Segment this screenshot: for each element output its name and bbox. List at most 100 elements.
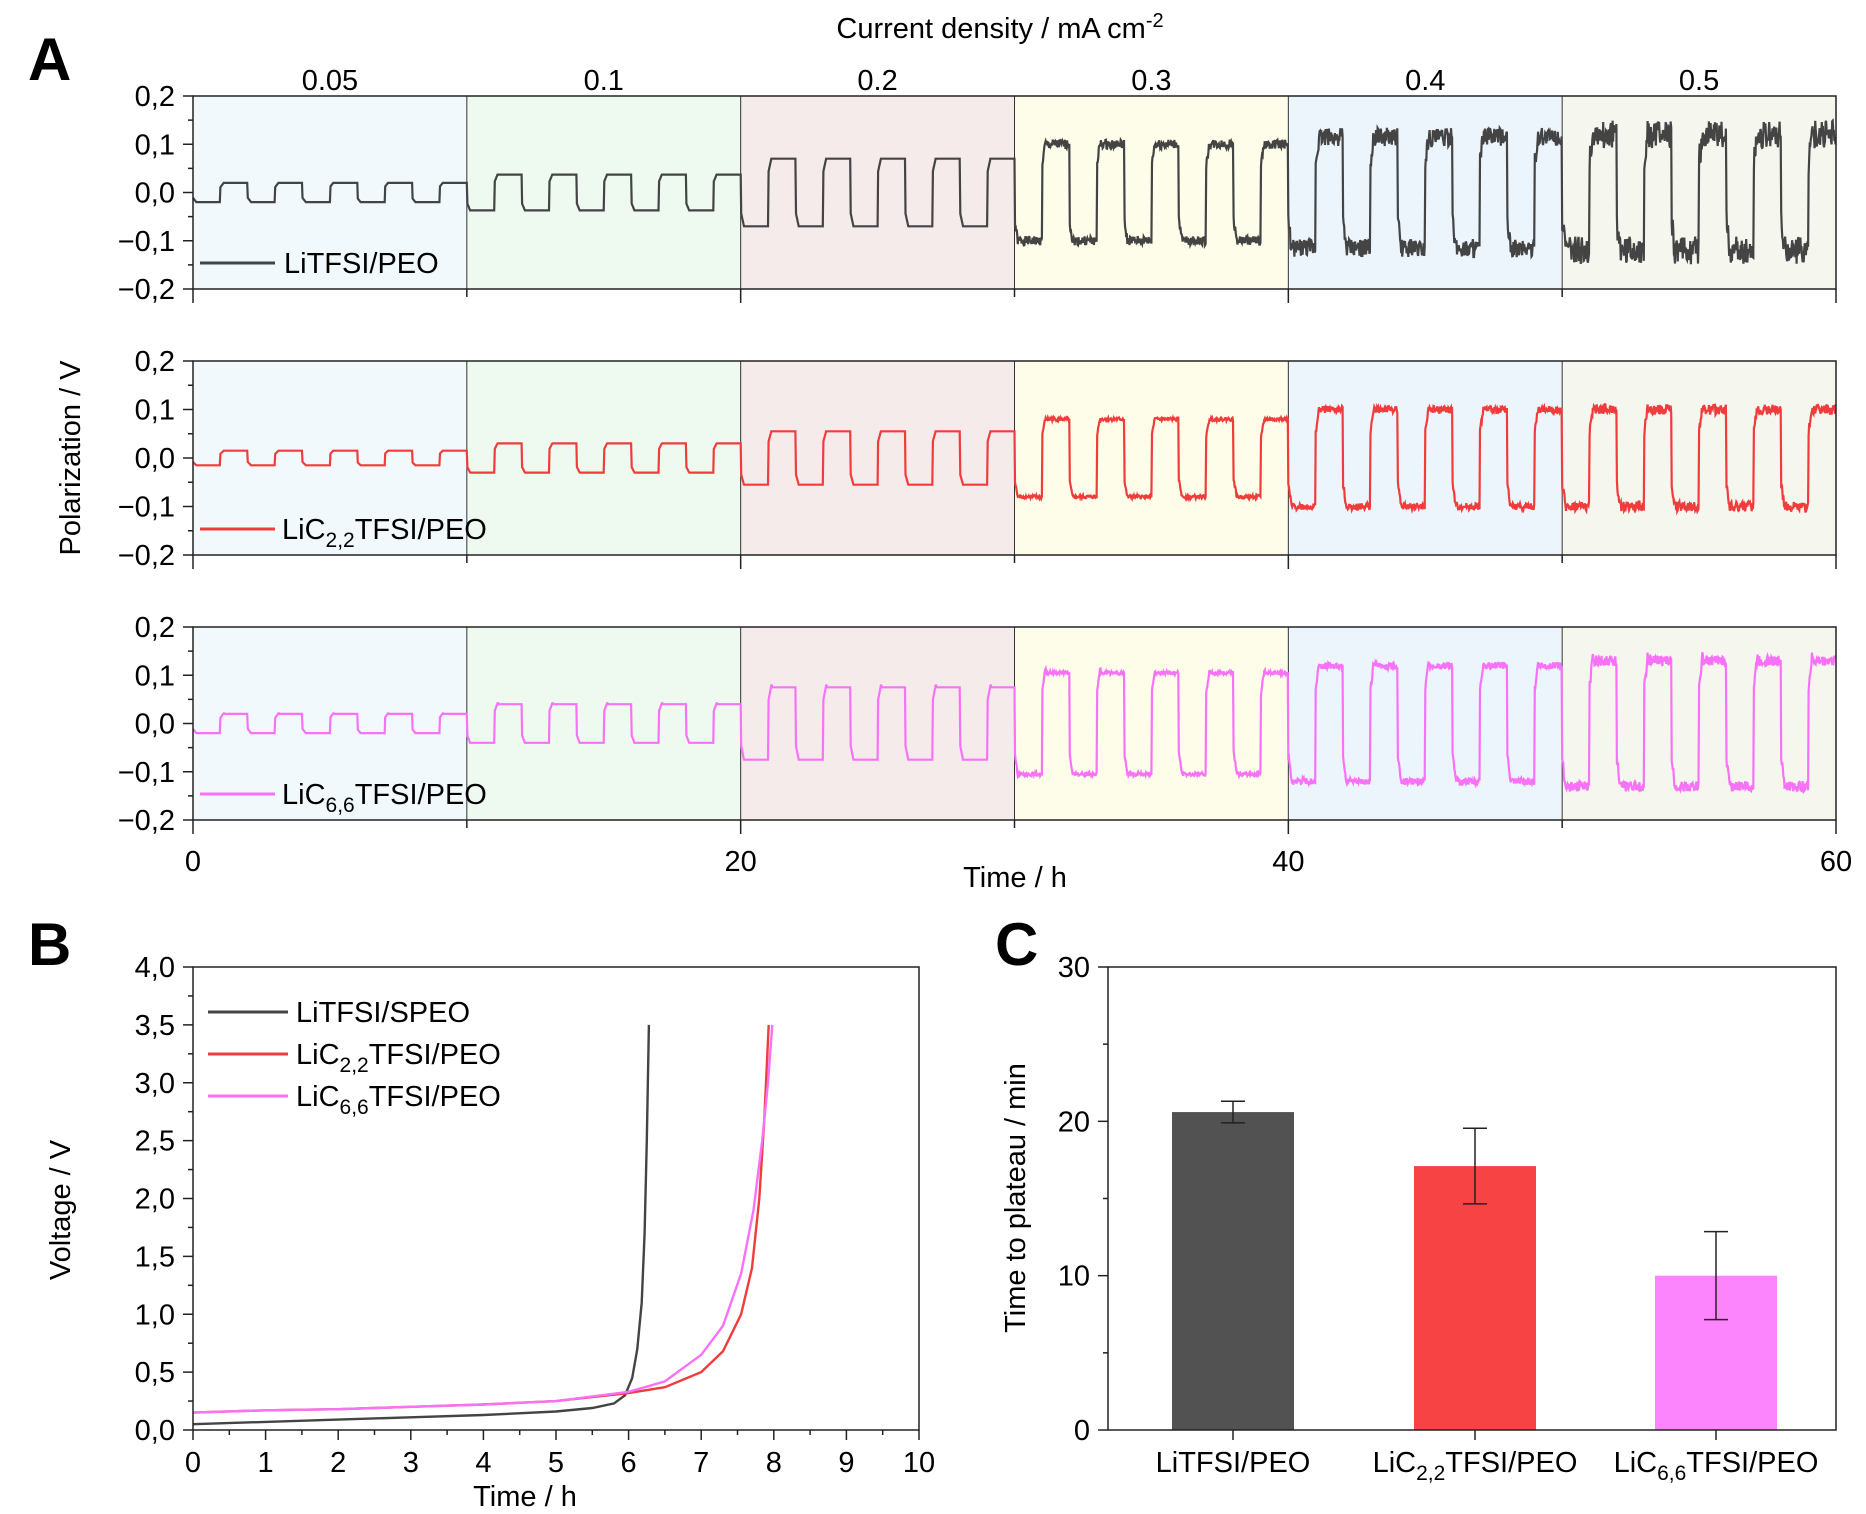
segment-label: 0.3 — [1131, 65, 1171, 97]
series-line-2 — [192, 402, 1837, 516]
legend-label: LiC2,2TFSI/PEO — [282, 514, 487, 552]
panel-a: 0.05 0.1 0.2 0.3 0.4 0.5 Current density / mA … — [55, 10, 1852, 894]
y-tick-label: 2,5 — [135, 1126, 175, 1158]
y-tick-label: −0,2 — [118, 805, 175, 837]
y-tick-label: 30 — [1058, 952, 1090, 984]
legend-sub: 6,6 — [340, 1096, 369, 1119]
legend-sub: 6,6 — [326, 794, 355, 817]
y-tick-label: 0 — [1074, 1415, 1090, 1447]
legend-sub: 2,2 — [340, 1054, 369, 1077]
legend-main: LiC — [296, 1039, 340, 1071]
x-tick-label: 5 — [548, 1447, 564, 1479]
y-tick-label: −0,2 — [118, 274, 175, 306]
y-tick-label: 3,0 — [135, 1068, 175, 1100]
segment-label: 0.5 — [1679, 65, 1719, 97]
y-tick-label: 0,2 — [135, 612, 175, 644]
y-axis-title: Time to plateau / min — [1000, 1063, 1032, 1333]
y-tick-label: −0,2 — [118, 540, 175, 572]
y-axis-title: Voltage / V — [45, 1139, 77, 1280]
x-tick-label: LiC2,2TFSI/PEO — [1373, 1447, 1578, 1485]
y-tick-label: 0,0 — [135, 709, 175, 741]
y-tick-label: 4,0 — [135, 952, 175, 984]
x-tick-label-main: LiTFSI/PEO — [1156, 1447, 1311, 1479]
segment-label: 0.4 — [1405, 65, 1445, 97]
top-axis-title-text: Current density / mA cm — [836, 13, 1145, 45]
panel-b: LiTFSI/SPEOLiC2,2TFSI/PEOLiC6,6TFSI/PEO0… — [45, 952, 935, 1513]
x-axis-title: Time / h — [473, 1481, 577, 1513]
x-tick-label-main: LiC — [1373, 1447, 1417, 1479]
y-tick-label: −0,1 — [118, 492, 175, 524]
y-tick-label: 3,5 — [135, 1010, 175, 1042]
x-tick-label: 8 — [766, 1447, 782, 1479]
legend-rest: TFSI/PEO — [355, 514, 487, 546]
y-tick-label: 0,0 — [135, 178, 175, 210]
top-axis-title-sup: -2 — [1146, 10, 1164, 32]
y-tick-label: 0,2 — [135, 346, 175, 378]
series-line-1 — [192, 118, 1837, 265]
series-line-1 — [192, 1024, 651, 1426]
legend-label: LiTFSI/SPEO — [296, 997, 470, 1029]
x-tick-label: 0 — [185, 1447, 201, 1479]
x-tick-label: 10 — [903, 1447, 935, 1479]
x-tick-label-sub: 6,6 — [1657, 1462, 1686, 1485]
y-tick-label: −0,1 — [118, 757, 175, 789]
legend-label: LiC2,2TFSI/PEO — [296, 1039, 501, 1077]
legend-main: LiC — [282, 779, 326, 811]
x-tick-label: 3 — [403, 1447, 419, 1479]
x-tick-label: LiC6,6TFSI/PEO — [1614, 1447, 1819, 1485]
y-tick-label: 0,1 — [135, 395, 175, 427]
x-tick-label: 40 — [1272, 846, 1304, 878]
legend-label: LiC6,6TFSI/PEO — [296, 1081, 501, 1119]
legend-main: LiC — [296, 1081, 340, 1113]
x-axis-title: Time / h — [963, 862, 1067, 894]
x-tick-label: 1 — [258, 1447, 274, 1479]
y-tick-label: 10 — [1058, 1261, 1090, 1293]
x-tick-label-sub: 2,2 — [1416, 1462, 1445, 1485]
x-tick-label-main: LiC — [1614, 1447, 1658, 1479]
x-tick-label: 6 — [621, 1447, 637, 1479]
panel-c: LiTFSI/PEO LiC2,2TFSI/PEO LiC6,6TFSI/PEO01… — [1000, 952, 1837, 1485]
x-tick-label: 7 — [693, 1447, 709, 1479]
segment-label: 0.2 — [857, 65, 897, 97]
y-tick-label: 20 — [1058, 1106, 1090, 1138]
x-tick-label: 4 — [475, 1447, 491, 1479]
legend-rest: TFSI/PEO — [355, 779, 487, 811]
y-tick-label: 2,0 — [135, 1184, 175, 1216]
y-tick-label: 0,1 — [135, 129, 175, 161]
panel-label-c: C — [995, 911, 1038, 978]
y-tick-label: −0,1 — [118, 226, 175, 258]
x-tick-label: 60 — [1820, 846, 1852, 878]
y-tick-label: 0,1 — [135, 660, 175, 692]
y-tick-label: 0,0 — [135, 443, 175, 475]
legend-sub: 2,2 — [326, 529, 355, 552]
legend-rest: TFSI/PEO — [369, 1039, 501, 1071]
x-tick-label: 2 — [330, 1447, 346, 1479]
bar — [1414, 1166, 1536, 1430]
x-tick-label-rest: TFSI/PEO — [1445, 1447, 1577, 1479]
x-tick-label: 0 — [185, 846, 201, 878]
y-tick-label: 1,5 — [135, 1241, 175, 1273]
series-line-3 — [192, 1024, 774, 1414]
y-tick-label: 0,2 — [135, 81, 175, 113]
x-tick-label: LiTFSI/PEO — [1156, 1447, 1311, 1479]
x-tick-label: 9 — [838, 1447, 854, 1479]
legend-label: LiC6,6TFSI/PEO — [282, 779, 487, 817]
segment-label: 0.1 — [584, 65, 624, 97]
panel-label-b: B — [28, 911, 71, 978]
top-axis-title: Current density / mA cm-2 — [836, 10, 1163, 45]
y-tick-label: 0,5 — [135, 1357, 175, 1389]
x-tick-label-rest: TFSI/PEO — [1686, 1447, 1818, 1479]
x-tick-label: 20 — [725, 846, 757, 878]
y-axis-title: Polarization / V — [55, 360, 87, 556]
legend-rest: TFSI/PEO — [369, 1081, 501, 1113]
y-tick-label: 0,0 — [135, 1415, 175, 1447]
bar — [1172, 1112, 1294, 1430]
legend-main: LiC — [282, 514, 326, 546]
series-line-3 — [192, 651, 1837, 795]
segment-label: 0.05 — [302, 65, 358, 97]
legend-label: LiTFSI/PEO — [284, 248, 439, 280]
panel-label-a: A — [28, 26, 71, 93]
y-tick-label: 1,0 — [135, 1299, 175, 1331]
plot-frame — [192, 966, 920, 1431]
